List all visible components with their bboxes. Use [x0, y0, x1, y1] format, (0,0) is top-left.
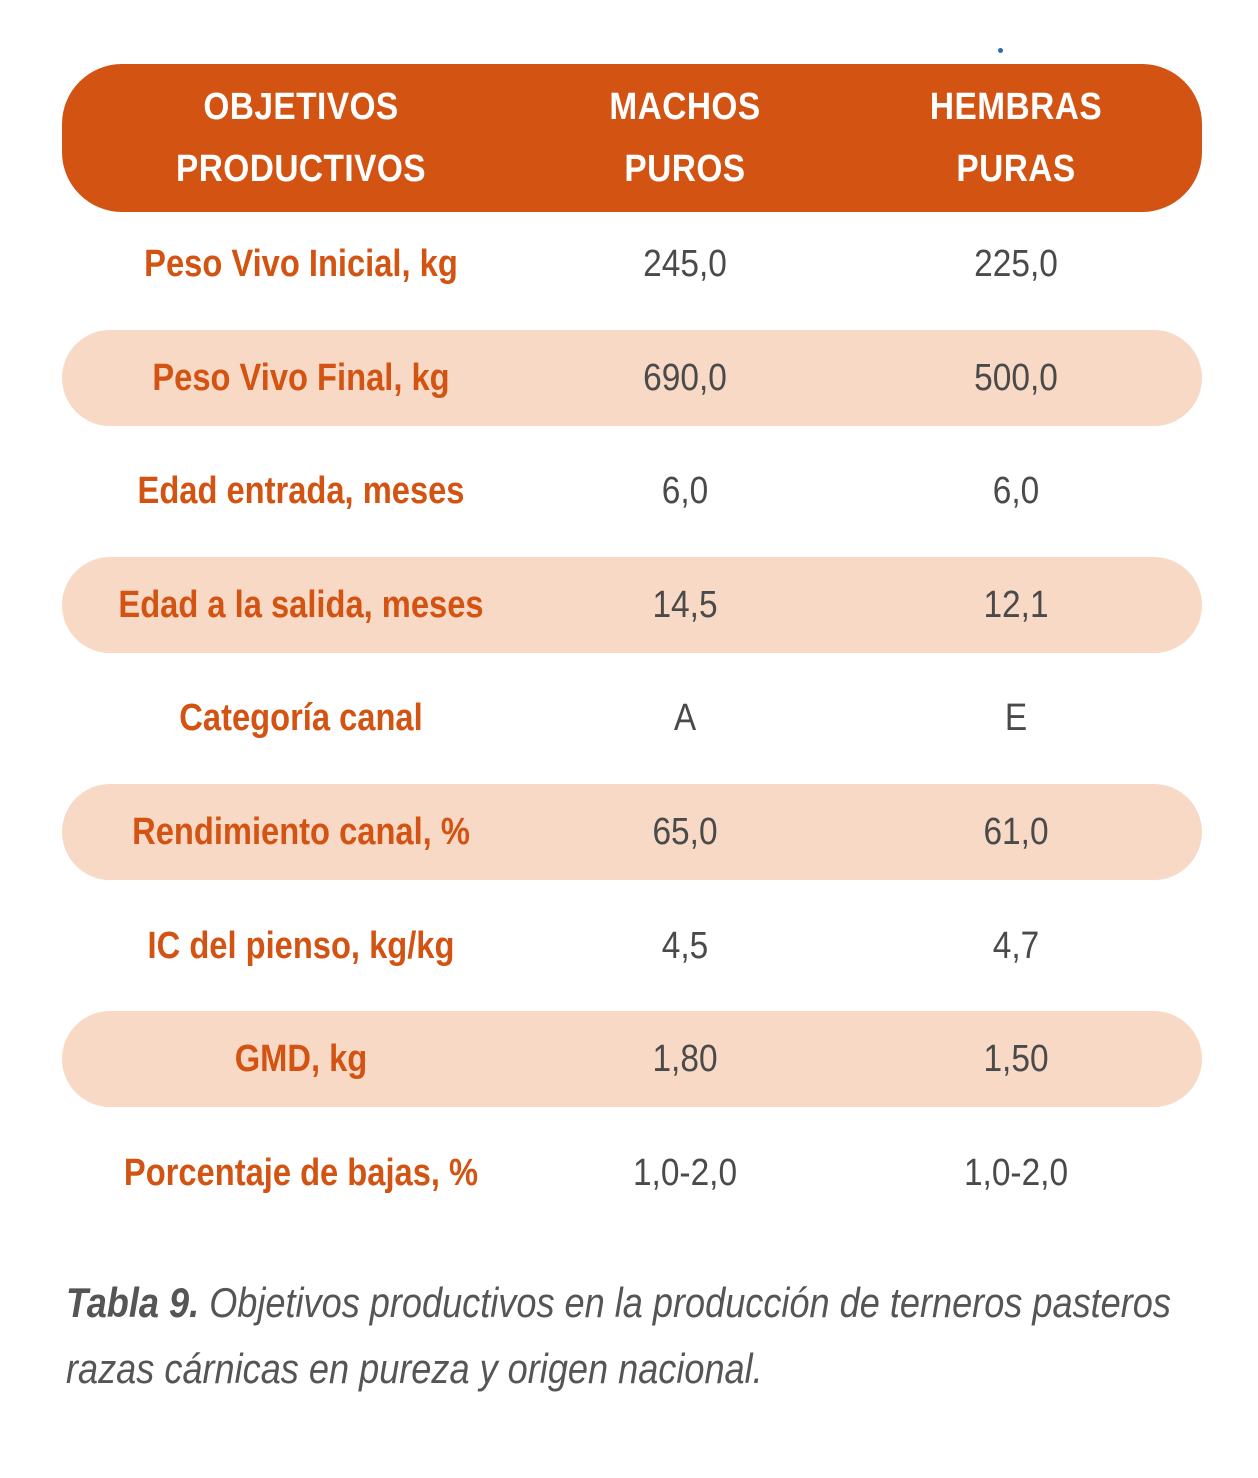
table-row: Peso Vivo Inicial, kg 245,0 225,0	[62, 216, 1202, 312]
row-value-machos: 1,80	[652, 1037, 718, 1080]
row-value-hembras: 500,0	[974, 356, 1058, 399]
header-objetivos-productivos: OBJETIVOS PRODUCTIVOS	[91, 64, 512, 212]
row-value-machos: 1,0-2,0	[632, 1151, 738, 1194]
row-value-hembras: 61,0	[983, 810, 1049, 853]
row-value-hembras: 4,7	[992, 924, 1040, 967]
row-label: Peso Vivo Final, kg	[152, 356, 450, 399]
row-value-hembras: 1,0-2,0	[963, 1151, 1069, 1194]
header-col2-line1: MACHOS	[609, 86, 761, 128]
row-value-hembras: E	[1004, 696, 1028, 739]
table-header: OBJETIVOS PRODUCTIVOS MACHOS PUROS HEMBR…	[62, 64, 1202, 212]
header-col1-line2: PRODUCTIVOS	[175, 148, 427, 190]
row-value-machos: A	[673, 696, 697, 739]
row-label: Edad a la salida, meses	[118, 583, 484, 626]
table-row: IC del pienso, kg/kg 4,5 4,7	[62, 898, 1202, 994]
table-caption: Tabla 9. Objetivos productivos en la pro…	[66, 1270, 1171, 1402]
row-value-hembras: 6,0	[992, 469, 1040, 512]
row-label: Porcentaje de bajas, %	[123, 1151, 479, 1194]
header-col2-line2: PUROS	[624, 148, 746, 190]
caption-text-1: Objetivos productivos en la producción d…	[199, 1279, 1171, 1326]
table-row: Rendimiento canal, % 65,0 61,0	[62, 784, 1202, 880]
table-row: GMD, kg 1,80 1,50	[62, 1011, 1202, 1107]
row-value-machos: 14,5	[652, 583, 718, 626]
row-label: Rendimiento canal, %	[132, 810, 470, 853]
row-value-machos: 245,0	[643, 242, 727, 285]
table-row: Categoría canal A E	[62, 670, 1202, 766]
header-hembras-puras: HEMBRAS PURAS	[852, 64, 1179, 212]
row-label: Edad entrada, meses	[137, 469, 465, 512]
table-row: Edad a la salida, meses 14,5 12,1	[62, 557, 1202, 653]
row-value-machos: 690,0	[643, 356, 727, 399]
row-value-hembras: 12,1	[983, 583, 1049, 626]
row-label: IC del pienso, kg/kg	[147, 924, 455, 967]
row-label: GMD, kg	[234, 1037, 368, 1080]
row-value-machos: 4,5	[661, 924, 709, 967]
caption-line-1: Tabla 9. Objetivos productivos en la pro…	[66, 1270, 1171, 1336]
header-col3-line1: HEMBRAS	[929, 86, 1103, 128]
row-value-hembras: 225,0	[974, 242, 1058, 285]
row-label: Categoría canal	[179, 696, 423, 739]
row-value-hembras: 1,50	[983, 1037, 1049, 1080]
row-value-machos: 65,0	[652, 810, 718, 853]
header-col1-line1: OBJETIVOS	[203, 86, 399, 128]
decorative-dot	[998, 48, 1003, 53]
caption-text-2: razas cárnicas en pureza y origen nacion…	[66, 1345, 763, 1392]
table-row: Edad entrada, meses 6,0 6,0	[62, 443, 1202, 539]
header-machos-puros: MACHOS PUROS	[557, 64, 812, 212]
row-label: Peso Vivo Inicial, kg	[144, 242, 458, 285]
row-value-machos: 6,0	[661, 469, 709, 512]
caption-label: Tabla 9.	[66, 1279, 200, 1326]
header-col3-line2: PURAS	[956, 148, 1076, 190]
table-row: Peso Vivo Final, kg 690,0 500,0	[62, 330, 1202, 426]
table-row: Porcentaje de bajas, % 1,0-2,0 1,0-2,0	[62, 1125, 1202, 1221]
